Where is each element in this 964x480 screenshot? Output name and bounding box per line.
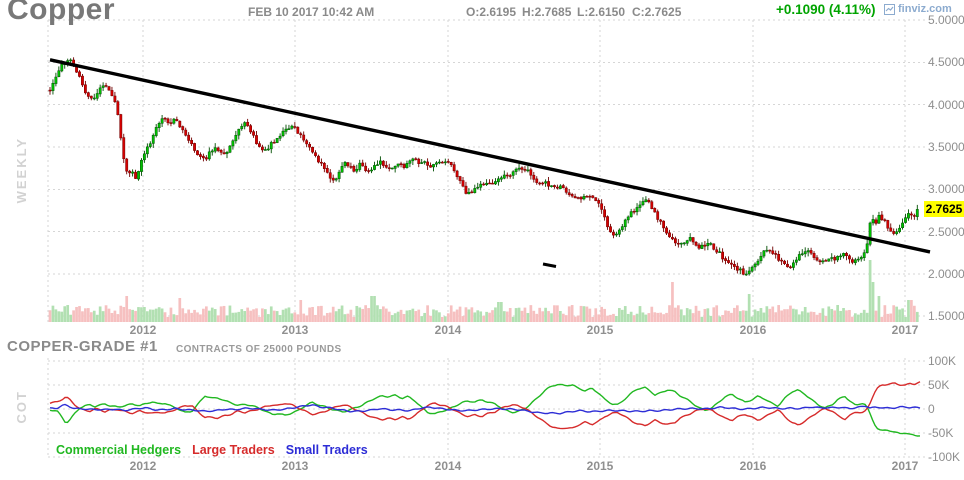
- price-change: +0.1090 (4.11%): [776, 2, 876, 17]
- quote-timestamp: FEB 10 2017 10:42 AM: [248, 5, 375, 19]
- price-axis-label: 2.0000: [928, 267, 964, 281]
- legend-commercial-hedgers: Commercial Hedgers: [56, 443, 182, 457]
- year-axis-label: 2012: [129, 323, 157, 337]
- price-axis-label: 4.5000: [928, 55, 964, 69]
- cot-series-2: [49, 403, 921, 415]
- cot-year-label: 2017: [891, 459, 919, 473]
- cot-y-label: -100K: [928, 450, 961, 464]
- finviz-logo-icon: [884, 3, 895, 15]
- cot-panel-title: COPPER-GRADE #1: [7, 338, 158, 355]
- cot-series-1: [49, 381, 921, 430]
- year-axis-label: 2013: [281, 323, 309, 337]
- legend-small-traders: Small Traders: [285, 443, 368, 457]
- cot-y-label: 50K: [928, 378, 950, 392]
- year-axis-label: 2017: [891, 323, 919, 337]
- cot-series-0: [49, 383, 921, 437]
- price-axis-label: 5.0000: [928, 13, 964, 27]
- quote-close: C:2.7625: [632, 5, 682, 19]
- cot-year-label: 2014: [434, 459, 462, 473]
- price-axis-label: 3.0000: [928, 182, 964, 196]
- cot-legend: Commercial Hedgers Large Traders Small T…: [56, 443, 368, 457]
- cot-y-label: -50K: [928, 426, 954, 440]
- stray-mark: [542, 262, 557, 268]
- cot-axis-label: COT: [14, 390, 29, 424]
- cot-panel-subtitle: CONTRACTS OF 25000 POUNDS: [176, 344, 342, 355]
- quote-open: O:2.6195: [466, 5, 517, 19]
- cot-year-label: 2015: [586, 459, 614, 473]
- cot-year-label: 2016: [739, 459, 767, 473]
- legend-large-traders: Large Traders: [192, 443, 275, 457]
- candlestick-layer: [48, 57, 919, 276]
- year-axis-label: 2016: [739, 323, 767, 337]
- interval-label: WEEKLY: [14, 137, 29, 204]
- quote-low: L:2.6150: [577, 5, 626, 19]
- trendline: [49, 58, 931, 254]
- finviz-link[interactable]: finviz.com: [884, 3, 952, 15]
- gridlines: [47, 19, 926, 458]
- quote-high: H:2.7685: [522, 5, 572, 19]
- price-axis-label: 2.5000: [928, 225, 964, 239]
- price-axis-label: 1.5000: [928, 309, 964, 323]
- year-axis-label: 2015: [586, 323, 614, 337]
- year-axis-label: 2014: [434, 323, 462, 337]
- cot-y-label: 100K: [928, 354, 957, 368]
- price-axis-label: 3.5000: [928, 140, 964, 154]
- cot-y-label: 0: [928, 402, 935, 416]
- page-title: Copper: [7, 0, 115, 26]
- cot-year-label: 2013: [281, 459, 309, 473]
- finviz-link-label: finviz.com: [898, 3, 952, 15]
- price-axis-label: 4.0000: [928, 98, 964, 112]
- volume-bars: [48, 260, 919, 322]
- cot-year-label: 2012: [129, 459, 157, 473]
- last-price-tag: 2.7625: [924, 201, 964, 217]
- cot-lines: [49, 381, 921, 437]
